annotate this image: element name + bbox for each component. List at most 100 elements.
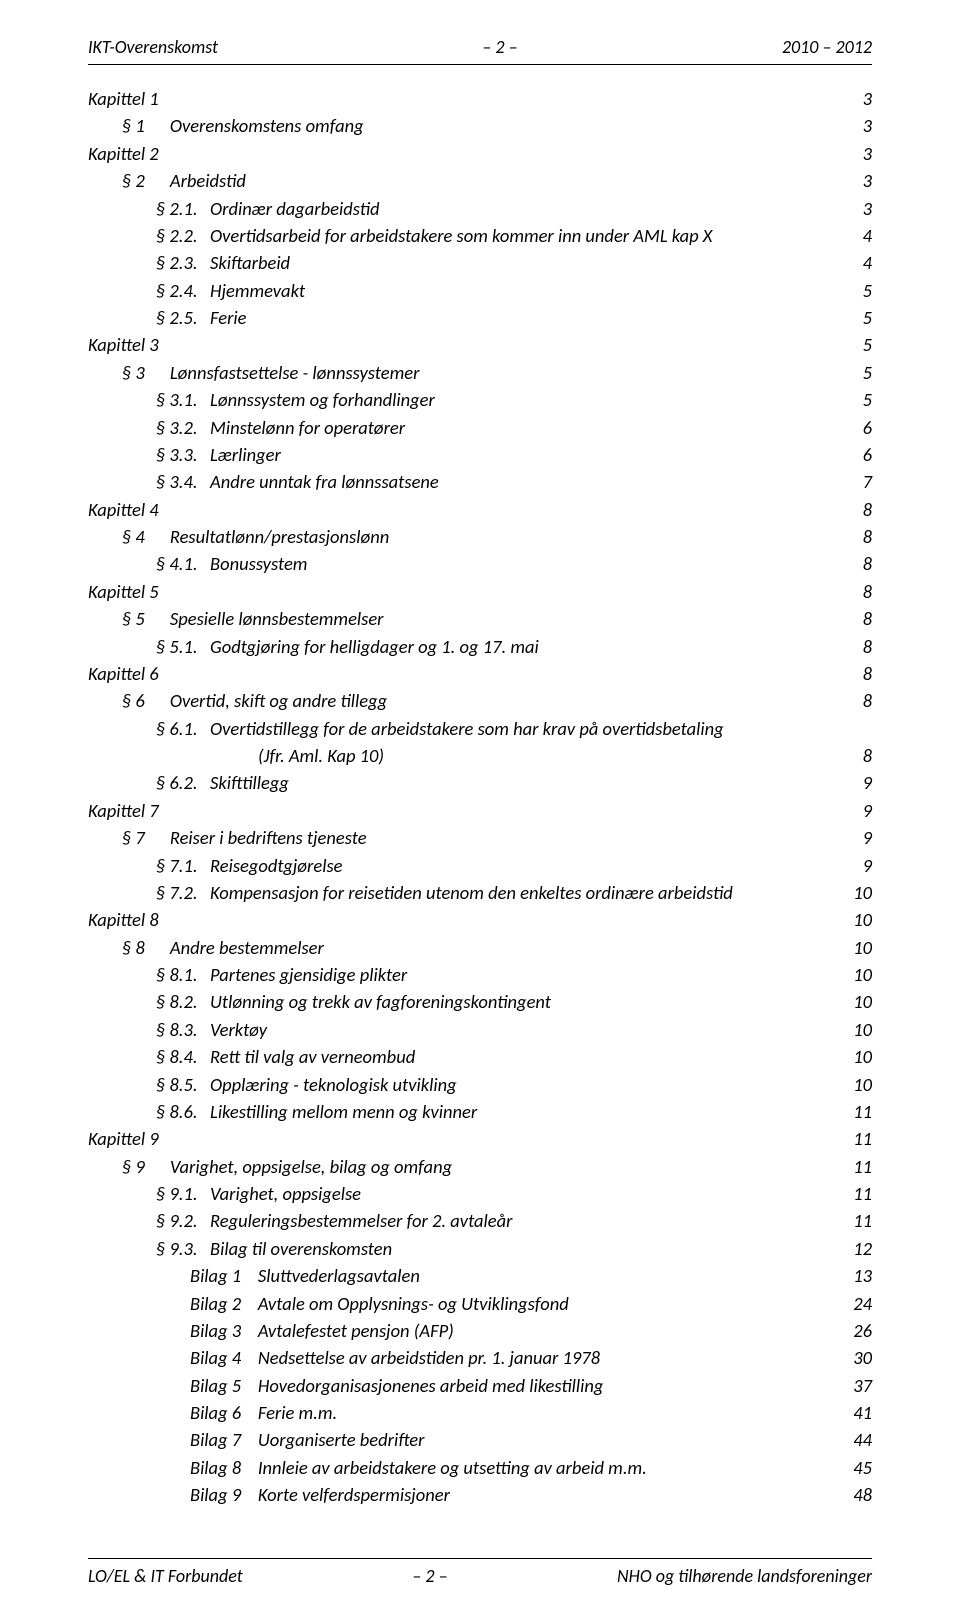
toc-label: § 9 Varighet, oppsigelse, bilag og omfan… (88, 1153, 842, 1180)
toc-label: § 4 Resultatlønn/prestasjonslønn (88, 523, 842, 550)
toc-label: Kapittel 9 (88, 1125, 842, 1152)
toc-page-number: 11 (842, 1125, 872, 1152)
toc-label: Kapittel 6 (88, 660, 842, 687)
toc-row: § 5.1. Godtgjøring for helligdager og 1.… (88, 633, 872, 660)
toc-page-number: 6 (842, 441, 872, 468)
toc-label: § 2.5. Ferie (88, 304, 842, 331)
toc-page-number: 12 (842, 1235, 872, 1262)
toc-page-number: 11 (842, 1098, 872, 1125)
toc-label: Bilag 7 Uorganiserte bedrifter (88, 1426, 842, 1453)
toc-row: § 9.2. Reguleringsbestemmelser for 2. av… (88, 1207, 872, 1234)
toc-page-number: 3 (842, 112, 872, 139)
toc-page-number: 10 (842, 961, 872, 988)
header-left: IKT-Overenskomst (88, 36, 218, 58)
footer-right: NHO og tilhørende landsforeninger (617, 1565, 872, 1587)
toc-row: Kapittel 23 (88, 140, 872, 167)
toc-label: § 6 Overtid, skift og andre tillegg (88, 687, 842, 714)
toc-page-number: 3 (842, 195, 872, 222)
toc-label: Bilag 6 Ferie m.m. (88, 1399, 842, 1426)
toc-label: § 3 Lønnsfastsettelse - lønnssystemer (88, 359, 842, 386)
toc-page-number: 26 (842, 1317, 872, 1344)
toc-label: § 5.1. Godtgjøring for helligdager og 1.… (88, 633, 842, 660)
toc-row: Bilag 8 Innleie av arbeidstakere og utse… (88, 1454, 872, 1481)
toc-row: § 1 Overenskomstens omfang3 (88, 112, 872, 139)
toc-page-number: 37 (842, 1372, 872, 1399)
page-header: IKT-Overenskomst – 2 – 2010 – 2012 (88, 36, 872, 58)
toc-label: § 9.1. Varighet, oppsigelse (88, 1180, 842, 1207)
toc-row: § 2.5. Ferie5 (88, 304, 872, 331)
toc-row: § 6.1. Overtidstillegg for de arbeidstak… (88, 715, 872, 742)
toc-label: § 7.1. Reisegodtgjørelse (88, 852, 842, 879)
toc-label: Kapittel 4 (88, 496, 842, 523)
toc-row: Bilag 1 Sluttvederlagsavtalen13 (88, 1262, 872, 1289)
toc-row: § 6 Overtid, skift og andre tillegg8 (88, 687, 872, 714)
toc-page-number: 8 (842, 550, 872, 577)
toc-row: Kapittel 810 (88, 906, 872, 933)
toc-page-number: 9 (842, 852, 872, 879)
toc-label: Kapittel 7 (88, 797, 842, 824)
toc-label: § 9.2. Reguleringsbestemmelser for 2. av… (88, 1207, 842, 1234)
toc-page-number: 48 (842, 1481, 872, 1508)
toc-row: § 6.2. Skifttillegg9 (88, 769, 872, 796)
toc-row: § 8.5. Opplæring - teknologisk utvikling… (88, 1071, 872, 1098)
toc-row: § 3.4. Andre unntak fra lønnssatsene7 (88, 468, 872, 495)
toc-label: § 3.3. Lærlinger (88, 441, 842, 468)
toc-page-number: 8 (842, 742, 872, 769)
toc-label: § 1 Overenskomstens omfang (88, 112, 842, 139)
toc-page-number: 8 (842, 578, 872, 605)
toc-row: Bilag 3 Avtalefestet pensjon (AFP)26 (88, 1317, 872, 1344)
toc-row: § 8.2. Utlønning og trekk av fagforening… (88, 988, 872, 1015)
toc-row: § 7.2. Kompensasjon for reisetiden uteno… (88, 879, 872, 906)
toc-page-number: 11 (842, 1153, 872, 1180)
toc-row: Kapittel 79 (88, 797, 872, 824)
toc-row: § 2 Arbeidstid3 (88, 167, 872, 194)
toc-label: (Jfr. Aml. Kap 10) (88, 742, 842, 769)
toc-row: Kapittel 911 (88, 1125, 872, 1152)
toc-page-number: 5 (842, 304, 872, 331)
toc-page-number: 10 (842, 879, 872, 906)
toc-page-number: 10 (842, 1071, 872, 1098)
toc-page-number: 3 (842, 140, 872, 167)
toc-row: Bilag 2 Avtale om Opplysnings- og Utvikl… (88, 1290, 872, 1317)
toc-row: Bilag 7 Uorganiserte bedrifter44 (88, 1426, 872, 1453)
toc-label: § 8.6. Likestilling mellom menn og kvinn… (88, 1098, 842, 1125)
toc-label: Kapittel 1 (88, 85, 842, 112)
toc-row: § 9.1. Varighet, oppsigelse11 (88, 1180, 872, 1207)
toc-label: § 3.4. Andre unntak fra lønnssatsene (88, 468, 842, 495)
toc-row: Bilag 4 Nedsettelse av arbeidstiden pr. … (88, 1344, 872, 1371)
toc-page-number: 3 (842, 167, 872, 194)
toc-page-number: 11 (842, 1207, 872, 1234)
toc-page-number: 8 (842, 687, 872, 714)
toc-label: Kapittel 8 (88, 906, 842, 933)
toc-label: § 5 Spesielle lønnsbestemmelser (88, 605, 842, 632)
toc-label: § 2.1. Ordinær dagarbeidstid (88, 195, 842, 222)
toc-label: § 2.4. Hjemmevakt (88, 277, 842, 304)
toc-page-number: 9 (842, 797, 872, 824)
toc-label: § 2 Arbeidstid (88, 167, 842, 194)
toc-label: Bilag 2 Avtale om Opplysnings- og Utvikl… (88, 1290, 842, 1317)
footer-row: LO/EL & IT Forbundet – 2 – NHO og tilhør… (88, 1565, 872, 1587)
toc-page-number: 8 (842, 496, 872, 523)
toc-label: § 3.2. Minstelønn for operatører (88, 414, 842, 441)
toc-row: § 7 Reiser i bedriftens tjeneste9 (88, 824, 872, 851)
toc-row: § 7.1. Reisegodtgjørelse9 (88, 852, 872, 879)
toc-page-number: 10 (842, 1043, 872, 1070)
toc-page-number: 5 (842, 359, 872, 386)
toc-page-number: 3 (842, 85, 872, 112)
toc-label: § 8.3. Verktøy (88, 1016, 842, 1043)
toc-label: § 4.1. Bonussystem (88, 550, 842, 577)
toc-page-number: 44 (842, 1426, 872, 1453)
toc-page-number: 5 (842, 386, 872, 413)
toc-row: Kapittel 58 (88, 578, 872, 605)
footer-left: LO/EL & IT Forbundet (88, 1565, 243, 1587)
header-right: 2010 – 2012 (782, 36, 872, 58)
header-rule (88, 64, 872, 65)
toc-page-number: 45 (842, 1454, 872, 1481)
toc-label: Kapittel 5 (88, 578, 842, 605)
toc-row: § 9 Varighet, oppsigelse, bilag og omfan… (88, 1153, 872, 1180)
toc-label: § 2.2. Overtidsarbeid for arbeidstakere … (88, 222, 842, 249)
toc-row: § 5 Spesielle lønnsbestemmelser8 (88, 605, 872, 632)
toc-row: § 3.1. Lønnssystem og forhandlinger5 (88, 386, 872, 413)
toc-row: § 2.3. Skiftarbeid4 (88, 249, 872, 276)
toc-row: § 8.6. Likestilling mellom menn og kvinn… (88, 1098, 872, 1125)
